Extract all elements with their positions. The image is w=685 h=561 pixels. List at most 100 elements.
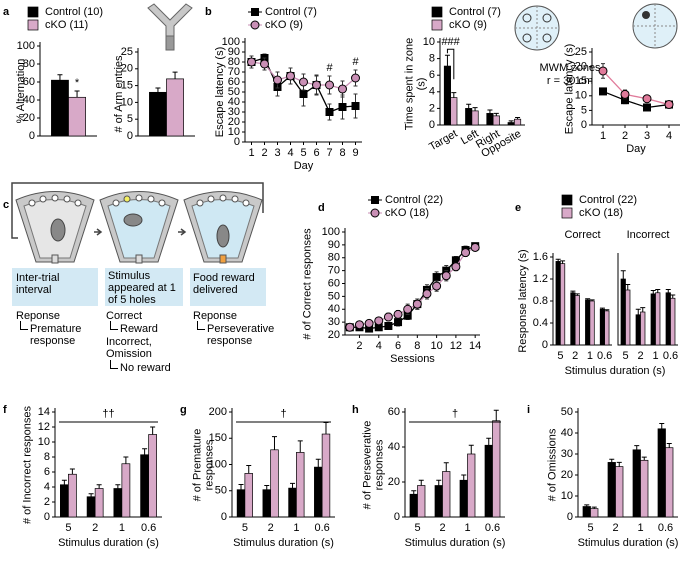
y-tick-label: 10 [38, 436, 50, 448]
error-bar [69, 468, 75, 475]
bar [121, 463, 131, 518]
error-bar [487, 109, 493, 114]
y-tick-label: 0 [429, 119, 435, 131]
error-bar [61, 479, 67, 485]
step-box [12, 268, 98, 306]
axis [344, 228, 480, 336]
y-tick-label: 10 [121, 96, 133, 108]
point [642, 94, 652, 104]
legend-swatch [27, 19, 39, 31]
point [461, 248, 471, 258]
legend-swatch [27, 6, 39, 18]
y-tick-label: 0 [567, 511, 573, 523]
point [351, 102, 360, 110]
point [338, 84, 347, 94]
x-axis-label: Stimulus duration (s) [405, 537, 506, 549]
bar [514, 118, 522, 126]
x-tick-label: 5 [414, 522, 420, 534]
bar [409, 493, 418, 518]
point [403, 304, 413, 314]
point [371, 196, 379, 204]
legend-swatch [561, 194, 573, 206]
y-tick-label: 0.4 [533, 317, 548, 329]
subplot-title: Correct [564, 229, 600, 241]
legend-label: cKO (9) [265, 19, 303, 31]
point [412, 299, 422, 309]
y-tick-label: 60 [228, 76, 240, 88]
bar [443, 65, 451, 126]
error-bar [172, 71, 178, 79]
x-tick-label: 0.6 [141, 522, 156, 534]
bar [459, 479, 468, 518]
x-tick-label: 4 [376, 340, 382, 352]
error-bar [555, 258, 561, 262]
error-bar [508, 120, 514, 123]
annotation: †† [102, 408, 114, 420]
y-tick-label: 0 [221, 511, 227, 523]
x-tick-label: 12 [450, 340, 462, 352]
annotation: ### [441, 36, 460, 48]
axis [591, 48, 680, 126]
annotation: # [326, 62, 333, 74]
panel-label: a [3, 6, 10, 18]
x-tick-label: 7 [326, 147, 332, 159]
error-bar [443, 462, 449, 472]
x-tick-label: 6 [395, 340, 401, 352]
y-tick-label: 2 [44, 496, 50, 508]
legend-label: Control (7) [449, 6, 501, 18]
x-axis-label: Stimulus duration (s) [565, 365, 666, 377]
point [325, 80, 334, 90]
point [441, 271, 451, 281]
bar [570, 292, 576, 346]
error-bar [625, 284, 631, 290]
error-bar [96, 484, 102, 489]
subplot-title: Incorrect [627, 229, 670, 241]
step-label: Inter-trial interval [16, 272, 60, 296]
y-tick-label: 100 [322, 226, 340, 238]
y-tick-label: 1.6 [533, 251, 548, 263]
error-bar [271, 436, 277, 450]
y-tick-label: 8 [429, 53, 435, 65]
y-tick-label: 50 [328, 290, 340, 302]
y-tick-label: 150 [209, 432, 227, 444]
step-label: Food reward delivered [193, 272, 255, 296]
x-tick-label: 2 [439, 522, 445, 534]
outcome-result: Reward [120, 323, 158, 335]
point [299, 77, 308, 87]
point [432, 273, 441, 282]
error-bar [297, 440, 303, 453]
series-line [602, 90, 670, 109]
y-tick-label: 40 [388, 441, 400, 453]
point [312, 80, 321, 90]
y-tick-label: 6 [429, 69, 435, 81]
point [247, 57, 256, 67]
y-tick-label: 40 [561, 427, 573, 439]
bar [650, 293, 656, 346]
y-axis-label: # of Incorrect responses [21, 405, 33, 524]
y-tick-label: 80 [328, 252, 340, 264]
x-tick-label: 2 [622, 130, 628, 142]
x-tick-label: 0.6 [314, 522, 329, 534]
error-bar [472, 107, 478, 111]
x-tick-label: 1 [293, 522, 299, 534]
x-tick-label: 2 [572, 350, 578, 362]
y-tick-label: 14 [38, 406, 50, 418]
annotation: # [352, 56, 359, 68]
y-tick-label: 2 [429, 102, 435, 114]
y-tick-label: 0 [127, 130, 133, 142]
error-bar [609, 458, 615, 463]
bar [625, 289, 631, 346]
point [299, 90, 308, 98]
bar [555, 261, 561, 346]
point [251, 8, 259, 16]
error-bar [468, 444, 474, 454]
error-bar [418, 479, 424, 486]
x-tick-label: 5 [65, 522, 71, 534]
point [338, 103, 347, 111]
y-tick-label: 60 [328, 277, 340, 289]
y-tick-label: 10 [561, 490, 573, 502]
bar [288, 487, 297, 518]
error-bar [461, 474, 467, 481]
